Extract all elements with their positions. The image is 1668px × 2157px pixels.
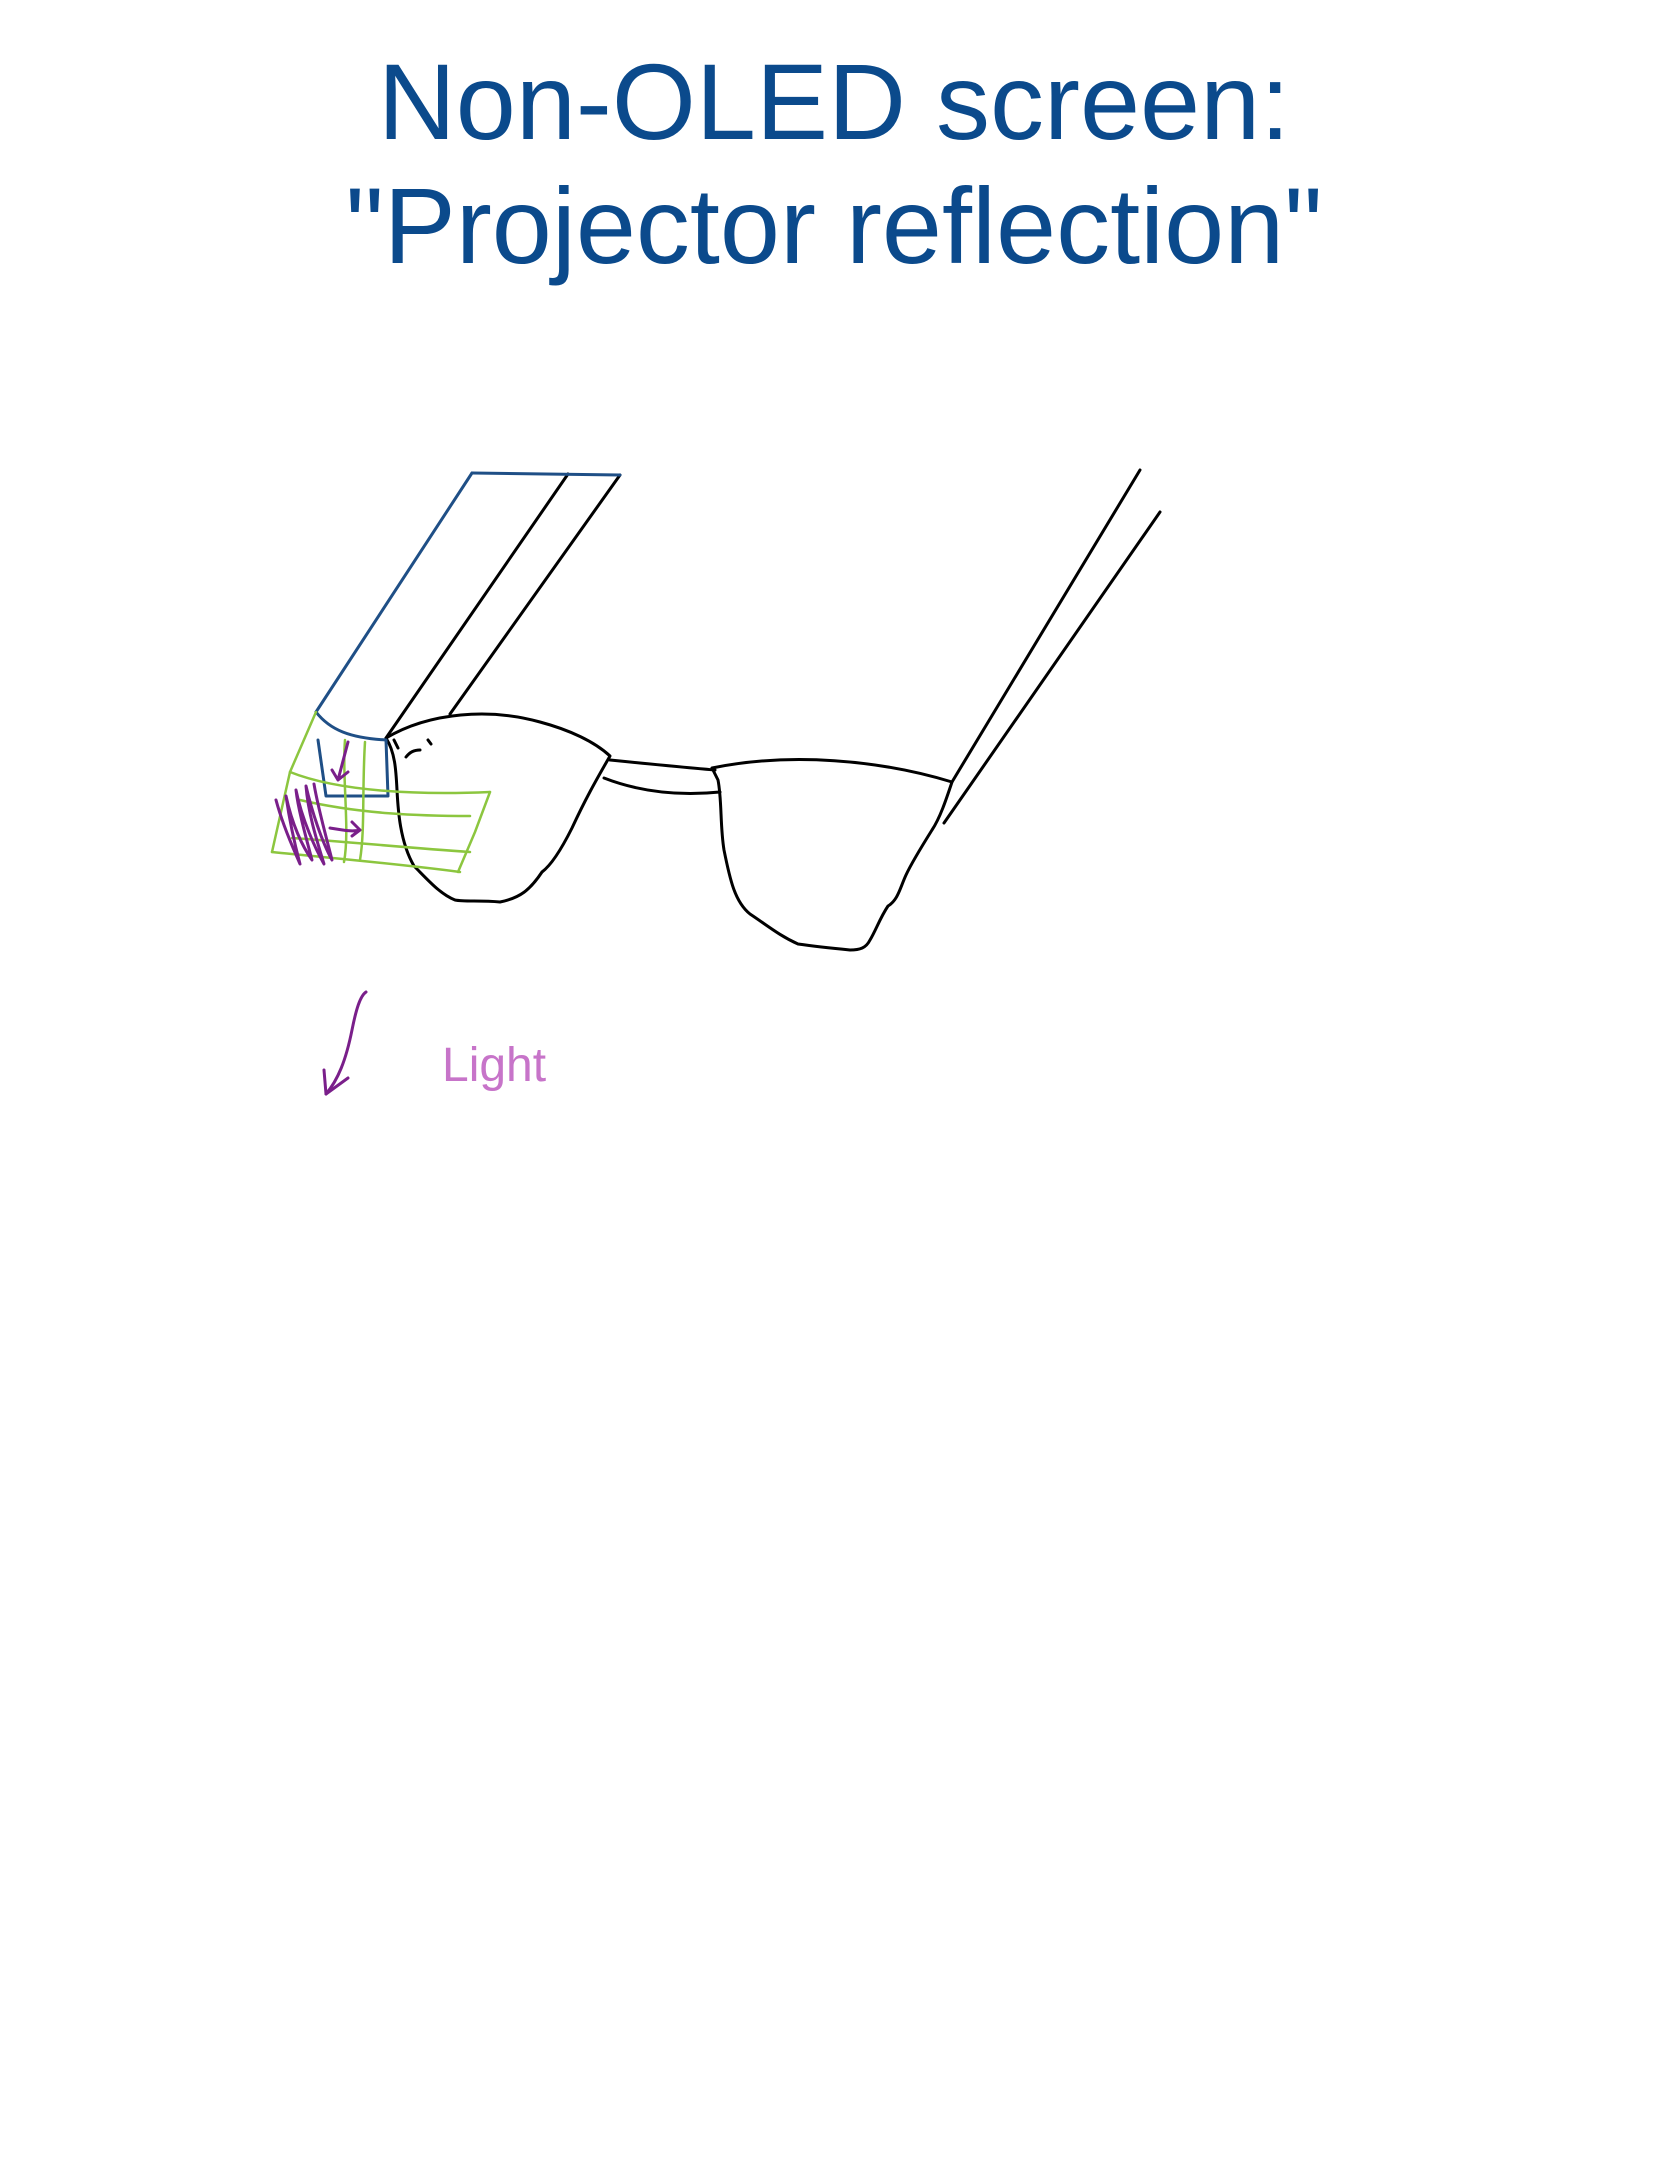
tick-mark-1	[392, 738, 400, 750]
right-lens	[710, 758, 954, 952]
title-line-2: "Projector reflection"	[345, 165, 1323, 286]
wire-right-vertical	[456, 790, 492, 874]
projector-side-edge	[314, 471, 474, 714]
bridge-top	[608, 758, 717, 772]
diagram-title: Non-OLED screen: "Projector reflection"	[0, 40, 1668, 288]
light-label: Light	[442, 1039, 547, 1092]
wire-inner-vertical	[358, 740, 367, 862]
light-arrow-icon	[322, 990, 368, 1096]
light-scribble	[274, 782, 334, 866]
projector-top-edge	[470, 471, 622, 477]
right-temple-outer	[942, 510, 1162, 825]
bridge-bottom	[602, 776, 722, 795]
arrow-right-small	[328, 820, 362, 838]
wire-bottom	[270, 850, 462, 874]
arrow-down-small	[330, 740, 350, 782]
left-temple-inner	[384, 472, 570, 740]
right-temple-inner	[950, 468, 1142, 784]
tick-mark-2	[404, 748, 422, 759]
title-line-1: Non-OLED screen:	[377, 41, 1291, 162]
wire-middle	[298, 798, 472, 818]
left-temple-outer	[448, 473, 622, 716]
tick-mark-3	[426, 738, 433, 746]
glasses-outline	[384, 468, 1162, 952]
projector-end-face	[314, 710, 390, 798]
projection-wireframe	[270, 710, 492, 874]
projector-outline	[314, 471, 622, 798]
wire-top	[288, 770, 492, 795]
left-lens	[384, 712, 612, 904]
wire-left-vertical	[270, 710, 318, 854]
light-marks	[274, 740, 362, 866]
